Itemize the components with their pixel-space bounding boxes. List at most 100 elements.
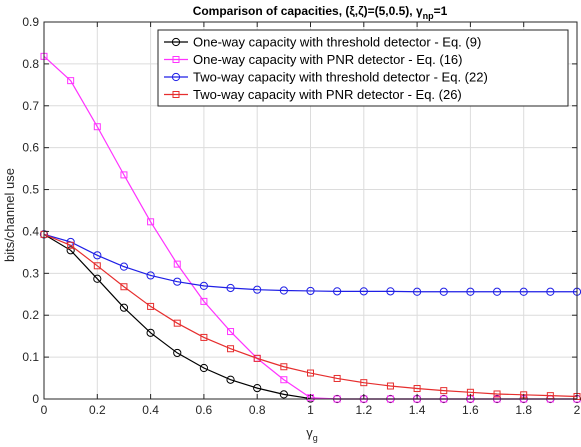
data-point	[413, 287, 422, 296]
legend-box	[157, 29, 569, 107]
legend-marker	[171, 72, 181, 82]
y-tick-label: 0.8	[22, 57, 39, 71]
data-point	[173, 348, 182, 358]
data-point	[173, 260, 181, 268]
x-tick-label: 1.4	[409, 403, 426, 417]
data-point	[519, 287, 528, 296]
ticks	[43, 21, 578, 400]
data-point	[333, 374, 341, 382]
legend: One-way capacity with threshold detector…	[157, 29, 569, 107]
y-axis-label: bits/channel use	[2, 168, 17, 262]
legend-marker	[172, 56, 180, 63]
x-axis-label: γg	[306, 425, 318, 443]
legend-item: One-way capacity with PNR detector - Eq.…	[164, 52, 463, 67]
data-point	[546, 287, 555, 296]
series-line	[43, 233, 577, 293]
chart-title-main: Comparison of capacities, (ξ,ζ)=(5,0.5),…	[193, 4, 423, 18]
data-point	[199, 281, 208, 290]
legend-item: Two-way capacity with PNR detector - Eq.…	[164, 87, 462, 102]
data-point	[119, 262, 129, 271]
data-point	[146, 271, 155, 280]
legend-item: Two-way capacity with threshold detector…	[164, 70, 488, 85]
y-tick-label: 0.4	[22, 224, 39, 238]
data-point	[360, 379, 368, 387]
data-point	[306, 286, 315, 296]
data-point	[200, 333, 208, 341]
data-point	[146, 328, 155, 337]
x-tick-label: 1.2	[355, 403, 372, 417]
data-point	[253, 285, 262, 294]
data-point	[200, 297, 208, 305]
y-tick-labels: 0 0.1 0.2 0.3 0.4 0.5 0.6 0.7 0.8 0.9	[22, 15, 39, 406]
y-tick-label: 0	[32, 392, 39, 406]
y-tick-label: 0.2	[22, 308, 39, 322]
legend-marker	[172, 91, 180, 98]
data-point	[386, 382, 394, 390]
y-tick-label: 0.6	[22, 141, 39, 155]
data-point	[227, 345, 235, 353]
series-3	[39, 230, 581, 296]
y-tick-label: 0.9	[22, 15, 39, 29]
y-tick-label: 0.3	[22, 266, 39, 280]
x-tick-label: 0	[41, 403, 48, 417]
data-point	[147, 218, 155, 226]
data-point	[199, 363, 208, 373]
data-point	[359, 287, 368, 296]
data-point	[119, 303, 129, 312]
data-point	[173, 319, 181, 327]
data-point	[333, 287, 342, 296]
data-point	[93, 262, 101, 270]
y-tick-label: 0.7	[22, 99, 39, 113]
y-tick-label: 0.1	[22, 350, 39, 364]
data-point	[93, 123, 101, 131]
data-point	[67, 77, 75, 85]
x-axis-label-main: γ	[306, 425, 313, 440]
x-tick-label: 1	[307, 403, 314, 417]
legend-label: Two-way capacity with threshold detector…	[193, 70, 488, 85]
data-point	[280, 376, 288, 384]
series-line	[43, 233, 578, 398]
x-tick-label: 0.4	[142, 403, 159, 417]
x-tick-label: 1.6	[462, 403, 479, 417]
data-point	[279, 390, 288, 399]
data-point	[253, 354, 261, 362]
chart-title-subscript: np	[423, 11, 434, 21]
data-point	[279, 286, 288, 295]
x-tick-label: 2	[574, 403, 581, 417]
data-point	[440, 387, 448, 395]
data-point	[307, 369, 314, 377]
data-point	[67, 241, 75, 249]
legend-item: One-way capacity with threshold detector…	[164, 35, 481, 50]
data-point	[120, 171, 128, 179]
x-tick-label: 0.8	[249, 403, 266, 417]
legend-label: Two-way capacity with PNR detector - Eq.…	[193, 87, 462, 102]
legend-marker	[171, 37, 181, 47]
data-point	[120, 283, 128, 291]
data-point	[93, 274, 102, 283]
data-point	[66, 246, 75, 255]
data-point	[253, 384, 262, 393]
data-point	[226, 375, 235, 384]
x-tick-labels: 0 0.2 0.4 0.6 0.8 1 1.2 1.4 1.6 1.8 2	[41, 403, 581, 417]
chart-title-tail: =1	[434, 4, 448, 18]
data-point	[466, 287, 475, 296]
data-point	[227, 328, 235, 336]
data-point	[93, 251, 102, 260]
x-axis-label-subscript: g	[313, 433, 318, 443]
data-point	[173, 277, 182, 286]
x-tick-label: 0.6	[196, 403, 213, 417]
data-point	[493, 390, 501, 398]
data-point	[147, 302, 155, 310]
legend-label: One-way capacity with PNR detector - Eq.…	[193, 52, 463, 67]
data-point	[386, 287, 395, 296]
legend-label: One-way capacity with threshold detector…	[193, 35, 481, 50]
data-point	[226, 283, 235, 293]
data-point	[413, 385, 421, 393]
data-point	[492, 287, 502, 296]
data-point	[280, 363, 288, 371]
chart-title: Comparison of capacities, (ξ,ζ)=(5,0.5),…	[193, 4, 448, 21]
data-point	[439, 287, 448, 296]
y-tick-label: 0.5	[22, 183, 39, 197]
x-tick-label: 0.2	[89, 403, 106, 417]
